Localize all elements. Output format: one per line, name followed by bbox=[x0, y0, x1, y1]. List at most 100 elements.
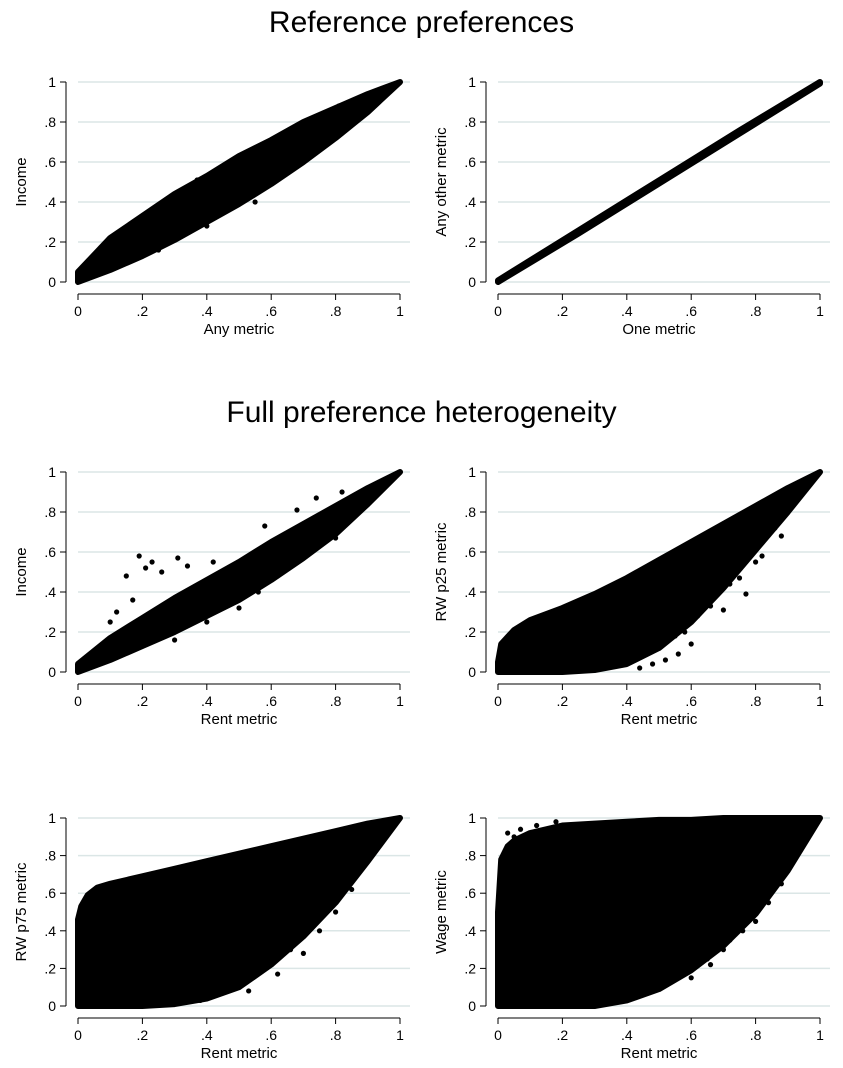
x-tick-label-4: .8 bbox=[750, 1027, 762, 1043]
y-tick-label-5: 1 bbox=[468, 74, 476, 90]
data-point-13 bbox=[727, 937, 733, 943]
point-cloud bbox=[75, 815, 403, 1009]
data-point-14 bbox=[114, 609, 120, 615]
y-tick-label-1: .2 bbox=[44, 234, 56, 250]
x-tick-label-0: 0 bbox=[494, 693, 502, 709]
x-tick-label-2: .4 bbox=[201, 693, 213, 709]
x-tick-label-2: .4 bbox=[621, 693, 633, 709]
x-tick-label-1: .2 bbox=[137, 693, 149, 709]
data-point-6 bbox=[672, 633, 678, 639]
data-point-17 bbox=[778, 881, 784, 887]
x-axis-title: Rent metric bbox=[621, 1045, 698, 1062]
point-cloud bbox=[75, 469, 403, 675]
data-point-5 bbox=[246, 988, 252, 994]
data-point-16 bbox=[365, 109, 371, 115]
data-point-17 bbox=[226, 984, 232, 990]
y-axis-title: Income bbox=[13, 157, 30, 206]
x-tick-label-0: 0 bbox=[74, 1027, 82, 1043]
y-tick-label-3: .6 bbox=[464, 544, 476, 560]
data-point-5 bbox=[608, 999, 614, 1005]
axes: 0 0 .2 .2 .4 .4 .6 .6 .8 .8 1 1 bbox=[464, 810, 824, 1043]
x-tick-label-5: 1 bbox=[816, 303, 824, 319]
x-tick-label-1: .2 bbox=[557, 1027, 569, 1043]
axes: 0 0 .2 .2 .4 .4 .6 .6 .8 .8 1 1 bbox=[464, 464, 824, 709]
x-tick-label-4: .8 bbox=[330, 303, 342, 319]
data-point-16 bbox=[204, 619, 210, 625]
data-point-6 bbox=[246, 155, 252, 161]
data-point-8 bbox=[287, 947, 294, 953]
x-axis-title: Any metric bbox=[204, 321, 275, 338]
data-point-1 bbox=[611, 661, 617, 667]
y-tick-label-3: .6 bbox=[44, 885, 56, 901]
y-tick-label-0: 0 bbox=[468, 664, 476, 680]
y-tick-label-2: .4 bbox=[464, 194, 476, 210]
data-point-6 bbox=[262, 965, 268, 971]
x-tick-label-3: .6 bbox=[685, 303, 697, 319]
data-point-2 bbox=[197, 997, 203, 1003]
data-point-4 bbox=[236, 980, 242, 987]
y-axis-title: Income bbox=[13, 547, 30, 596]
x-axis-title: One metric bbox=[622, 321, 696, 338]
data-point-9 bbox=[672, 977, 678, 983]
y-tick-label-3: .6 bbox=[44, 154, 56, 170]
x-tick-label-3: .6 bbox=[265, 693, 277, 709]
y-axis-title: RW p25 metric bbox=[433, 522, 450, 621]
data-point-8 bbox=[262, 523, 268, 529]
data-point-5 bbox=[662, 657, 669, 663]
section-title-heterogeneity: Full preference heterogeneity bbox=[226, 396, 617, 429]
data-point-12 bbox=[349, 886, 355, 893]
data-point-19 bbox=[637, 665, 643, 671]
x-tick-label-2: .4 bbox=[201, 1027, 213, 1043]
x-tick-label-5: 1 bbox=[396, 693, 404, 709]
y-tick-label-1: .2 bbox=[464, 624, 476, 640]
data-point-2 bbox=[143, 565, 149, 571]
x-tick-label-1: .2 bbox=[557, 303, 569, 319]
y-tick-label-3: .6 bbox=[44, 544, 56, 560]
data-point-18 bbox=[778, 533, 784, 539]
data-point-5 bbox=[175, 555, 181, 561]
y-tick-label-2: .4 bbox=[44, 923, 56, 939]
x-axis-title: Rent metric bbox=[201, 1045, 278, 1062]
data-point-13 bbox=[155, 247, 162, 253]
x-tick-label-0: 0 bbox=[74, 693, 82, 709]
y-tick-label-5: 1 bbox=[468, 464, 476, 480]
data-point-13 bbox=[736, 575, 743, 581]
x-tick-label-5: 1 bbox=[816, 1027, 824, 1043]
data-point-13 bbox=[107, 619, 113, 625]
x-tick-label-4: .8 bbox=[750, 693, 762, 709]
point-cloud bbox=[75, 79, 403, 285]
data-point-15 bbox=[81, 922, 88, 928]
data-point-4 bbox=[656, 641, 662, 647]
x-tick-label-0: 0 bbox=[74, 303, 82, 319]
data-point-11 bbox=[704, 956, 710, 962]
data-point-21 bbox=[675, 651, 681, 657]
axes: 0 0 .2 .2 .4 .4 .6 .6 .8 .8 1 1 bbox=[44, 74, 404, 319]
data-point-9 bbox=[300, 950, 306, 956]
data-point-2 bbox=[511, 834, 517, 840]
y-tick-label-1: .2 bbox=[44, 624, 56, 640]
y-tick-label-5: 1 bbox=[48, 464, 56, 480]
data-point-6 bbox=[624, 995, 630, 1002]
data-point-10 bbox=[336, 103, 342, 109]
y-axis-title: RW p75 metric bbox=[13, 862, 30, 961]
data-point-11 bbox=[352, 97, 358, 103]
data-point-21 bbox=[333, 535, 339, 541]
data-point-2 bbox=[630, 657, 636, 663]
x-tick-label-0: 0 bbox=[494, 1027, 502, 1043]
data-point-0 bbox=[136, 553, 142, 559]
data-point-4 bbox=[553, 819, 559, 825]
data-point-14 bbox=[740, 928, 746, 934]
y-tick-label-0: 0 bbox=[48, 664, 56, 680]
data-point-10 bbox=[316, 928, 323, 934]
y-tick-label-4: .8 bbox=[44, 504, 56, 520]
y-tick-label-4: .8 bbox=[464, 504, 476, 520]
data-point-12 bbox=[114, 259, 120, 265]
data-point-14 bbox=[204, 223, 210, 229]
x-tick-label-4: .8 bbox=[330, 693, 342, 709]
data-point-8 bbox=[656, 984, 662, 990]
data-point-18 bbox=[688, 975, 694, 981]
data-point-0 bbox=[517, 826, 524, 832]
scatter-income-rent-metric: 0 0 .2 .2 .4 .4 .6 .6 .8 .8 1 1 Rent metric Income bbox=[13, 464, 410, 728]
y-tick-label-4: .8 bbox=[464, 848, 476, 864]
data-point-9 bbox=[323, 123, 329, 129]
